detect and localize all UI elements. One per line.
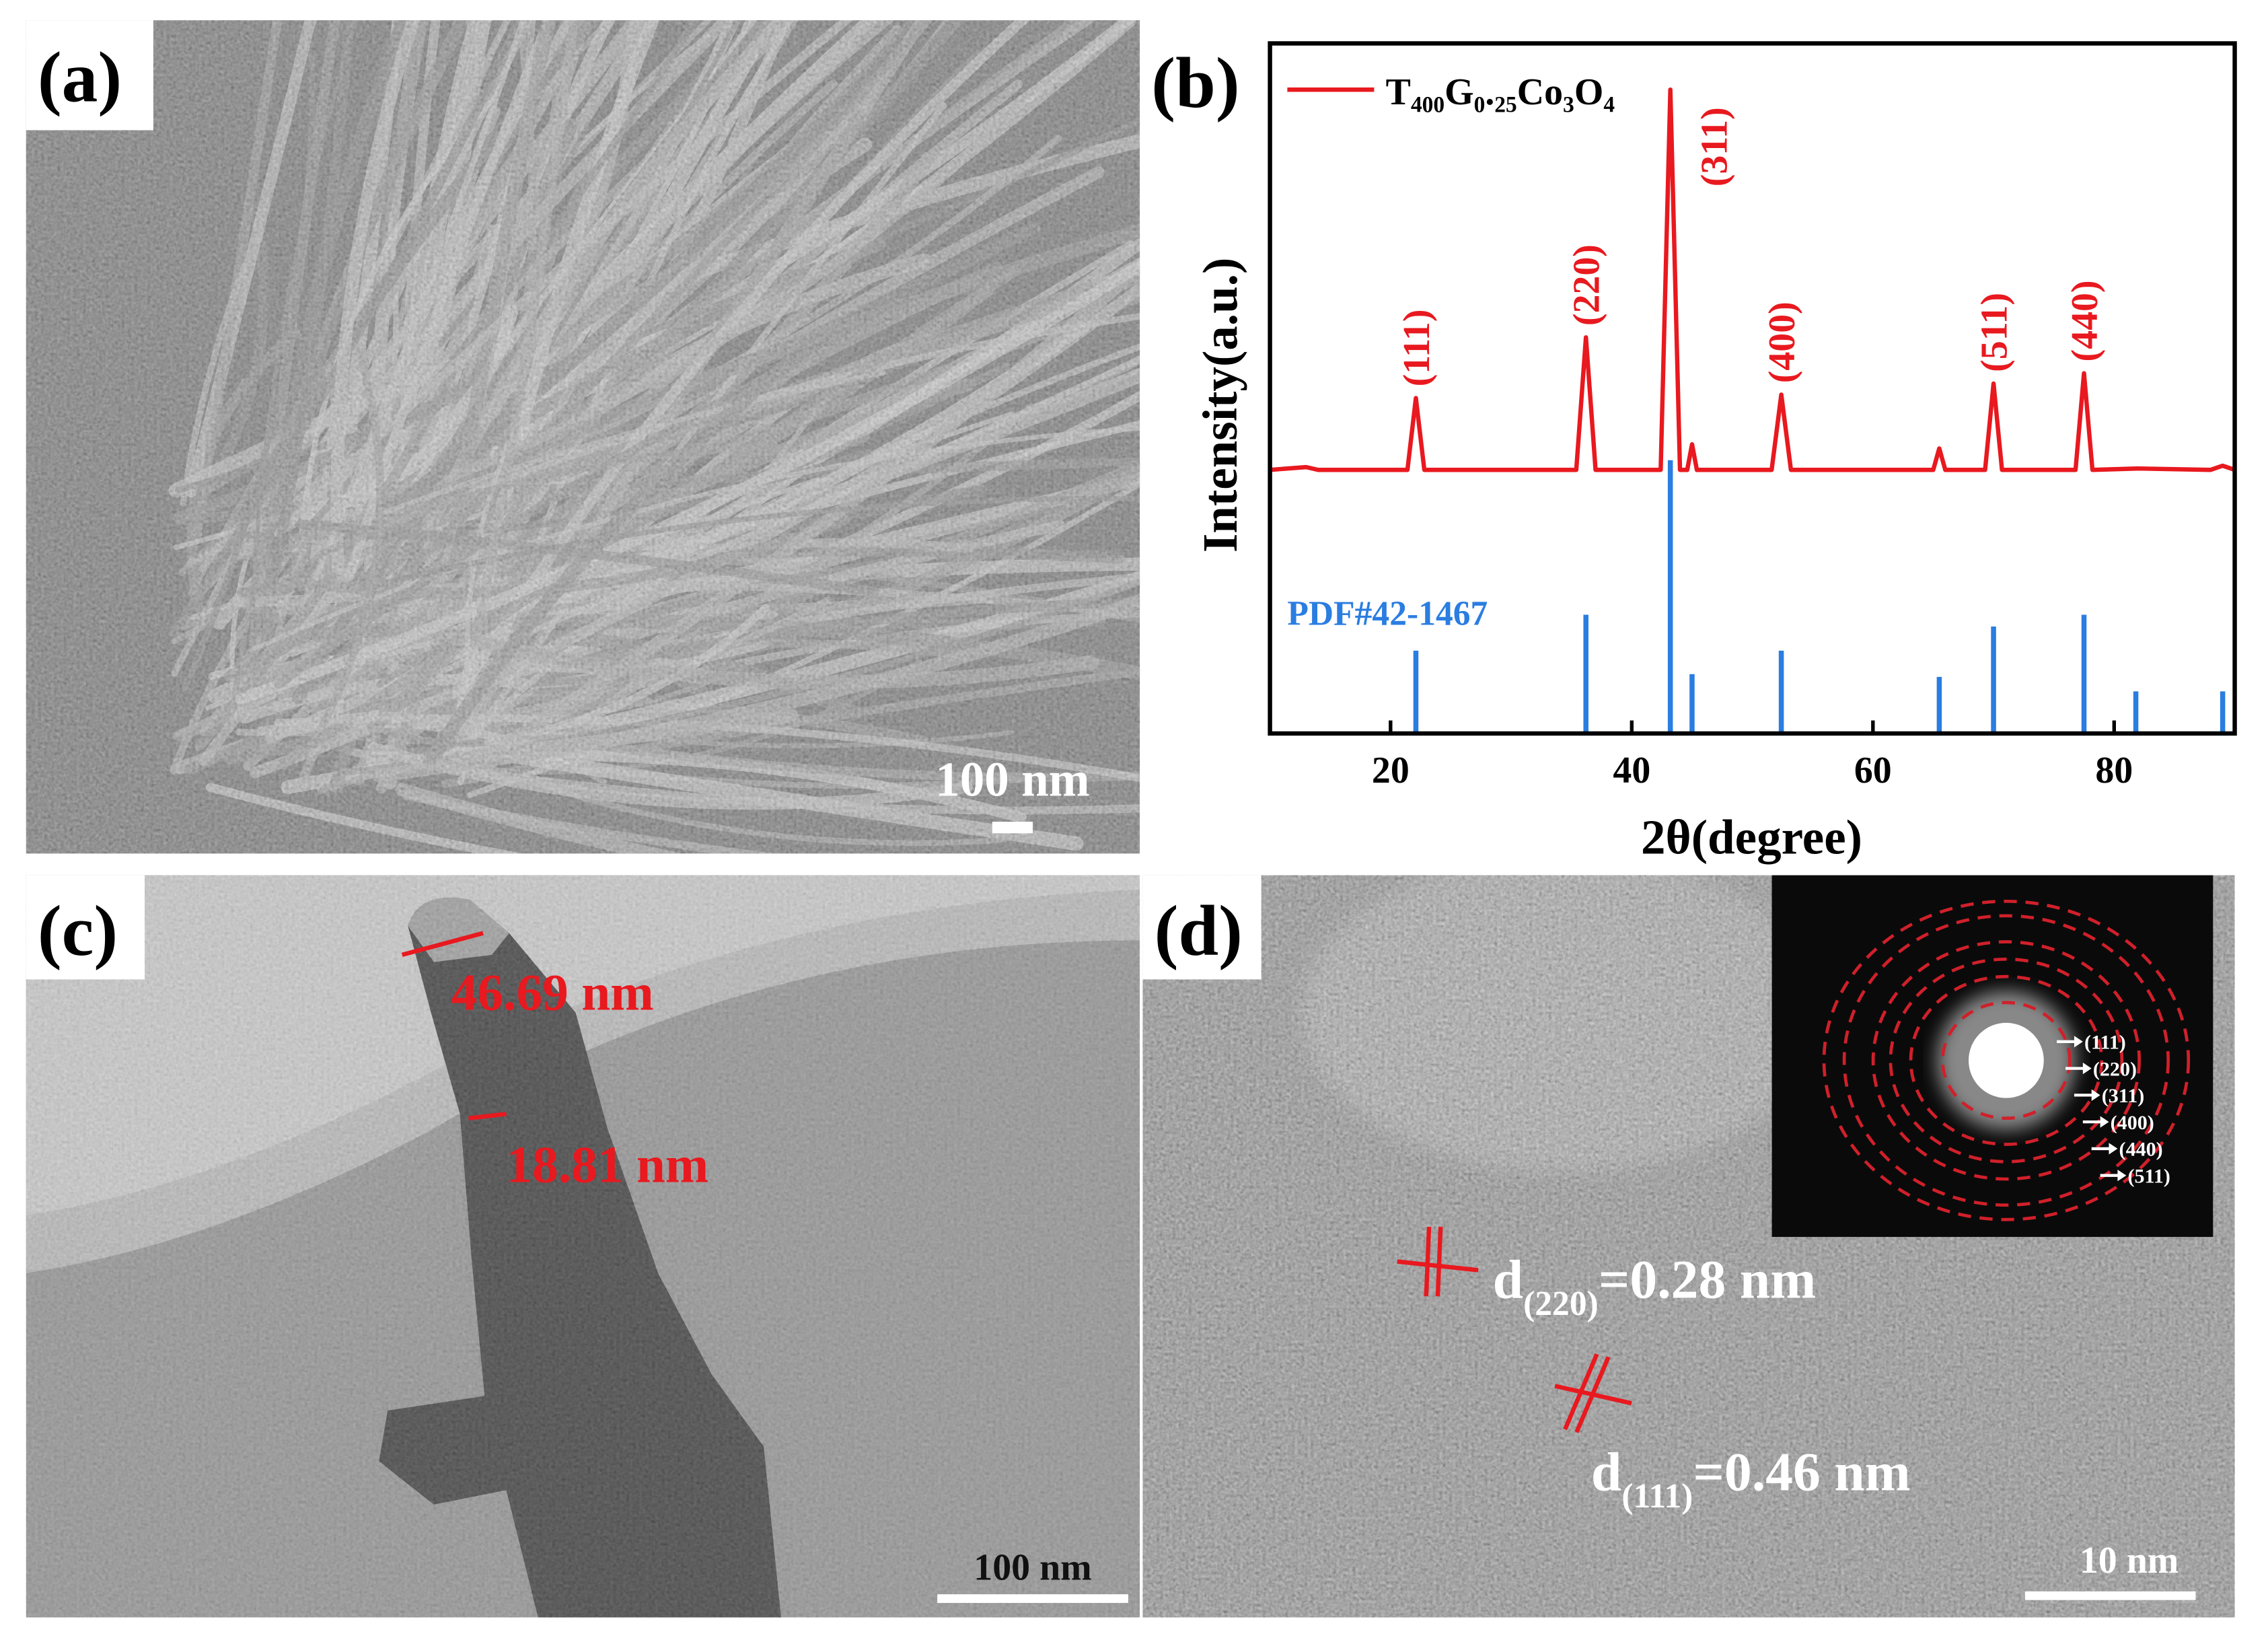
x-tick-label: 80 — [2095, 750, 2133, 791]
reference-label: PDF#42-1467 — [1287, 595, 1488, 633]
legend-label: T₄₀₀G₀.₂₅Co₃O₄ — [1386, 71, 1615, 113]
sem-image — [26, 20, 1140, 854]
x-tick-label: 60 — [1854, 750, 1892, 791]
y-axis-label: Intensity(a.u.) — [1193, 258, 1247, 553]
arrow-head — [2082, 1063, 2092, 1075]
xrd-chart: (b) 2θ(degree) Intensity(a.u.) 20 40 60 80 T… — [1151, 41, 2237, 864]
inset-labels: (111) (220) (311) (400) (440) (511) — [2057, 1031, 2170, 1187]
label-box — [26, 20, 153, 131]
inset-label: (111) — [2084, 1031, 2126, 1054]
scale-bar-label: 100 nm — [935, 752, 1089, 806]
lattice-spacing: d(220)=0.28 nm — [1493, 1248, 1817, 1323]
tem-noise — [26, 875, 1140, 1618]
data-line — [1270, 87, 2236, 472]
peak-label: (400) — [1761, 301, 1803, 383]
saed-inset: (111) (220) (311) (400) (440) (511) — [1771, 875, 2214, 1238]
x-tick-label: 40 — [1613, 750, 1650, 791]
measure-line — [401, 931, 484, 957]
inset-label: (220) — [2093, 1057, 2137, 1080]
scale-bar-label: 10 nm — [2080, 1540, 2179, 1581]
peak-label: (511) — [1973, 293, 2015, 372]
inset-label: (511) — [2127, 1164, 2170, 1187]
measurement: 18.81 nm — [506, 1135, 708, 1193]
scale-bar — [992, 822, 1033, 834]
peak-label: (111) — [1396, 310, 1438, 387]
panel-label: (b) — [1151, 43, 1239, 123]
x-tick-label: 20 — [1372, 750, 1410, 791]
tem-image — [26, 875, 1140, 1618]
panel-label: (d) — [1155, 891, 1243, 971]
arrow-head — [2109, 1143, 2118, 1155]
scale-bar — [937, 1594, 1128, 1603]
lattice-spacing: d(111)=0.46 nm — [1591, 1441, 1911, 1515]
inset-label: (400) — [2111, 1111, 2154, 1134]
peak-label: (220) — [1566, 244, 1608, 326]
plot-frame — [1268, 41, 2237, 736]
label-box — [26, 875, 145, 980]
measure-line — [468, 1112, 507, 1120]
inset-label: (311) — [2102, 1084, 2145, 1107]
scale-bar — [2024, 1591, 2196, 1600]
arrow-head — [2091, 1089, 2100, 1101]
panel-label: (c) — [38, 891, 118, 971]
peak-label: (311) — [1694, 107, 1736, 186]
peak-label: (440) — [2064, 280, 2106, 361]
x-axis-label: 2θ(degree) — [1641, 810, 1862, 864]
sem-noise — [26, 20, 1140, 854]
diffraction-rings — [1822, 899, 2191, 1221]
scale-bar-label: 100 nm — [974, 1547, 1091, 1589]
label-box — [1142, 875, 1261, 980]
arrow-head — [2100, 1116, 2109, 1128]
inset-label: (440) — [2119, 1138, 2163, 1161]
arrow-head — [2074, 1036, 2083, 1048]
lattice-marker — [1397, 1226, 1632, 1433]
measurement: 46.69 nm — [451, 964, 654, 1022]
arrow-head — [2117, 1170, 2127, 1182]
central-spot — [1968, 1022, 2044, 1098]
panel-label: (a) — [38, 37, 122, 117]
